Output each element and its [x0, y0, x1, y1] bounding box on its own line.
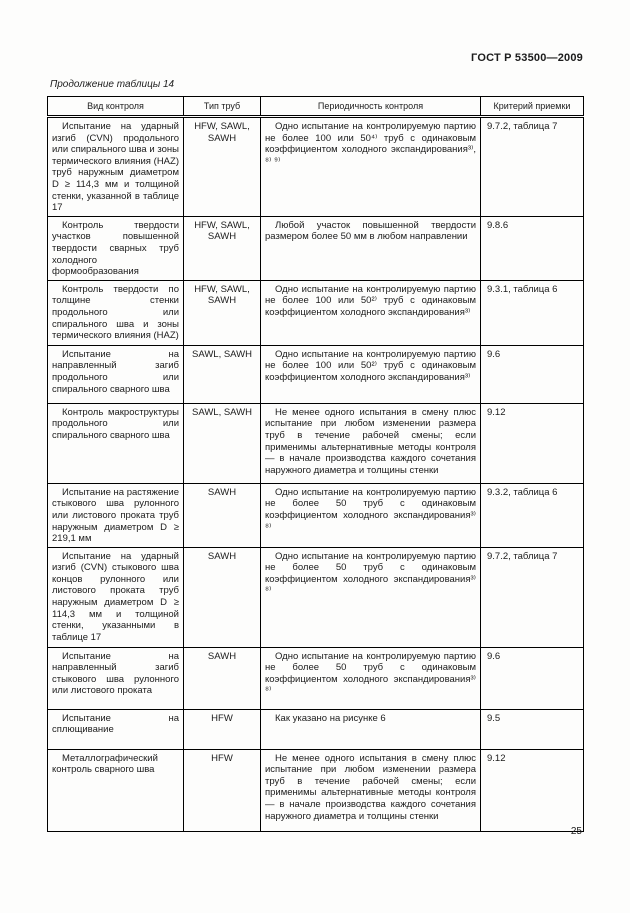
- cell-pipe-type: SAWH: [183, 546, 261, 648]
- cell-frequency: Одно испытание на контролируемую партию …: [260, 546, 481, 648]
- table-row: Испытание на ударный изгиб (CVN) стыково…: [47, 546, 584, 648]
- cell-criterion: 9.12: [480, 748, 584, 832]
- cell-frequency: Одно испытание на контролируемую партию …: [260, 482, 481, 548]
- cell-criterion: 9.8.6: [480, 215, 584, 281]
- cell-pipe-type: SAWH: [183, 646, 261, 710]
- cell-pipe-type: SAWL, SAWH: [183, 344, 261, 404]
- table-row: Испытание на ударный изгиб (CVN) продоль…: [47, 116, 584, 217]
- cell-pipe-type: HFW, SAWL, SAWH: [183, 279, 261, 346]
- cell-frequency: Одно испытание на контролируемую партию …: [260, 646, 481, 710]
- control-table: Вид контроля Тип труб Периодичность конт…: [47, 96, 584, 832]
- table-header-row: Вид контроля Тип труб Периодичность конт…: [47, 96, 584, 118]
- cell-control-type: Контроль твердости по толщине стенки про…: [47, 279, 184, 346]
- cell-pipe-type: HFW: [183, 708, 261, 750]
- table-row: Контроль твердости участков повышенной т…: [47, 215, 584, 281]
- cell-frequency: Как указано на рисунке 6: [260, 708, 481, 750]
- header-control-type: Вид контроля: [47, 96, 184, 118]
- cell-control-type: Металлографический контроль сварного шва: [47, 748, 184, 832]
- cell-pipe-type: SAWL, SAWH: [183, 402, 261, 484]
- cell-pipe-type: HFW, SAWL, SAWH: [183, 116, 261, 217]
- cell-criterion: 9.6: [480, 646, 584, 710]
- cell-frequency: Одно испытание на контролируемую партию …: [260, 344, 481, 404]
- cell-control-type: Испытание на сплющивание: [47, 708, 184, 750]
- cell-criterion: 9.3.2, таблица 6: [480, 482, 584, 548]
- cell-control-type: Испытание на растяжение стыкового шва ру…: [47, 482, 184, 548]
- cell-criterion: 9.7.2, таблица 7: [480, 546, 584, 648]
- cell-frequency: Не менее одного испытания в смену плюс и…: [260, 402, 481, 484]
- cell-pipe-type: HFW, SAWL, SAWH: [183, 215, 261, 281]
- cell-control-type: Испытание на направленный загиб стыковог…: [47, 646, 184, 710]
- cell-criterion: 9.5: [480, 708, 584, 750]
- cell-frequency: Не менее одного испытания в смену плюс и…: [260, 748, 481, 832]
- page-number: 25: [570, 826, 582, 837]
- table-row: Испытание на направленный загиб продольн…: [47, 344, 584, 404]
- doc-number: ГОСТ Р 53500—2009: [471, 52, 583, 64]
- cell-control-type: Испытание на ударный изгиб (CVN) стыково…: [47, 546, 184, 648]
- table-row: Испытание на растяжение стыкового шва ру…: [47, 482, 584, 548]
- table-row: Испытание на направленный загиб стыковог…: [47, 646, 584, 710]
- cell-criterion: 9.6: [480, 344, 584, 404]
- cell-control-type: Контроль твердости участков повышенной т…: [47, 215, 184, 281]
- header-frequency: Периодичность контроля: [260, 96, 481, 118]
- header-pipe-type: Тип труб: [183, 96, 261, 118]
- cell-control-type: Испытание на ударный изгиб (CVN) продоль…: [47, 116, 184, 217]
- cell-frequency: Любой участок повышенной твердости разме…: [260, 215, 481, 281]
- header-criterion: Критерий приемки: [480, 96, 584, 118]
- cell-frequency: Одно испытание на контролируемую партию …: [260, 279, 481, 346]
- cell-pipe-type: HFW: [183, 748, 261, 832]
- cell-frequency: Одно испытание на контролируемую партию …: [260, 116, 481, 217]
- cell-pipe-type: SAWH: [183, 482, 261, 548]
- table-row: Испытание на сплющивание HFW Как указано…: [47, 708, 584, 750]
- cell-criterion: 9.7.2, таблица 7: [480, 116, 584, 217]
- table-caption: Продолжение таблицы 14: [50, 79, 175, 90]
- cell-control-type: Испытание на направленный загиб продольн…: [47, 344, 184, 404]
- cell-control-type: Контроль макроструктуры продольного или …: [47, 402, 184, 484]
- table-row: Металлографический контроль сварного шва…: [47, 748, 584, 832]
- table-row: Контроль макроструктуры продольного или …: [47, 402, 584, 484]
- cell-criterion: 9.3.1, таблица 6: [480, 279, 584, 346]
- table-row: Контроль твердости по толщине стенки про…: [47, 279, 584, 346]
- cell-criterion: 9.12: [480, 402, 584, 484]
